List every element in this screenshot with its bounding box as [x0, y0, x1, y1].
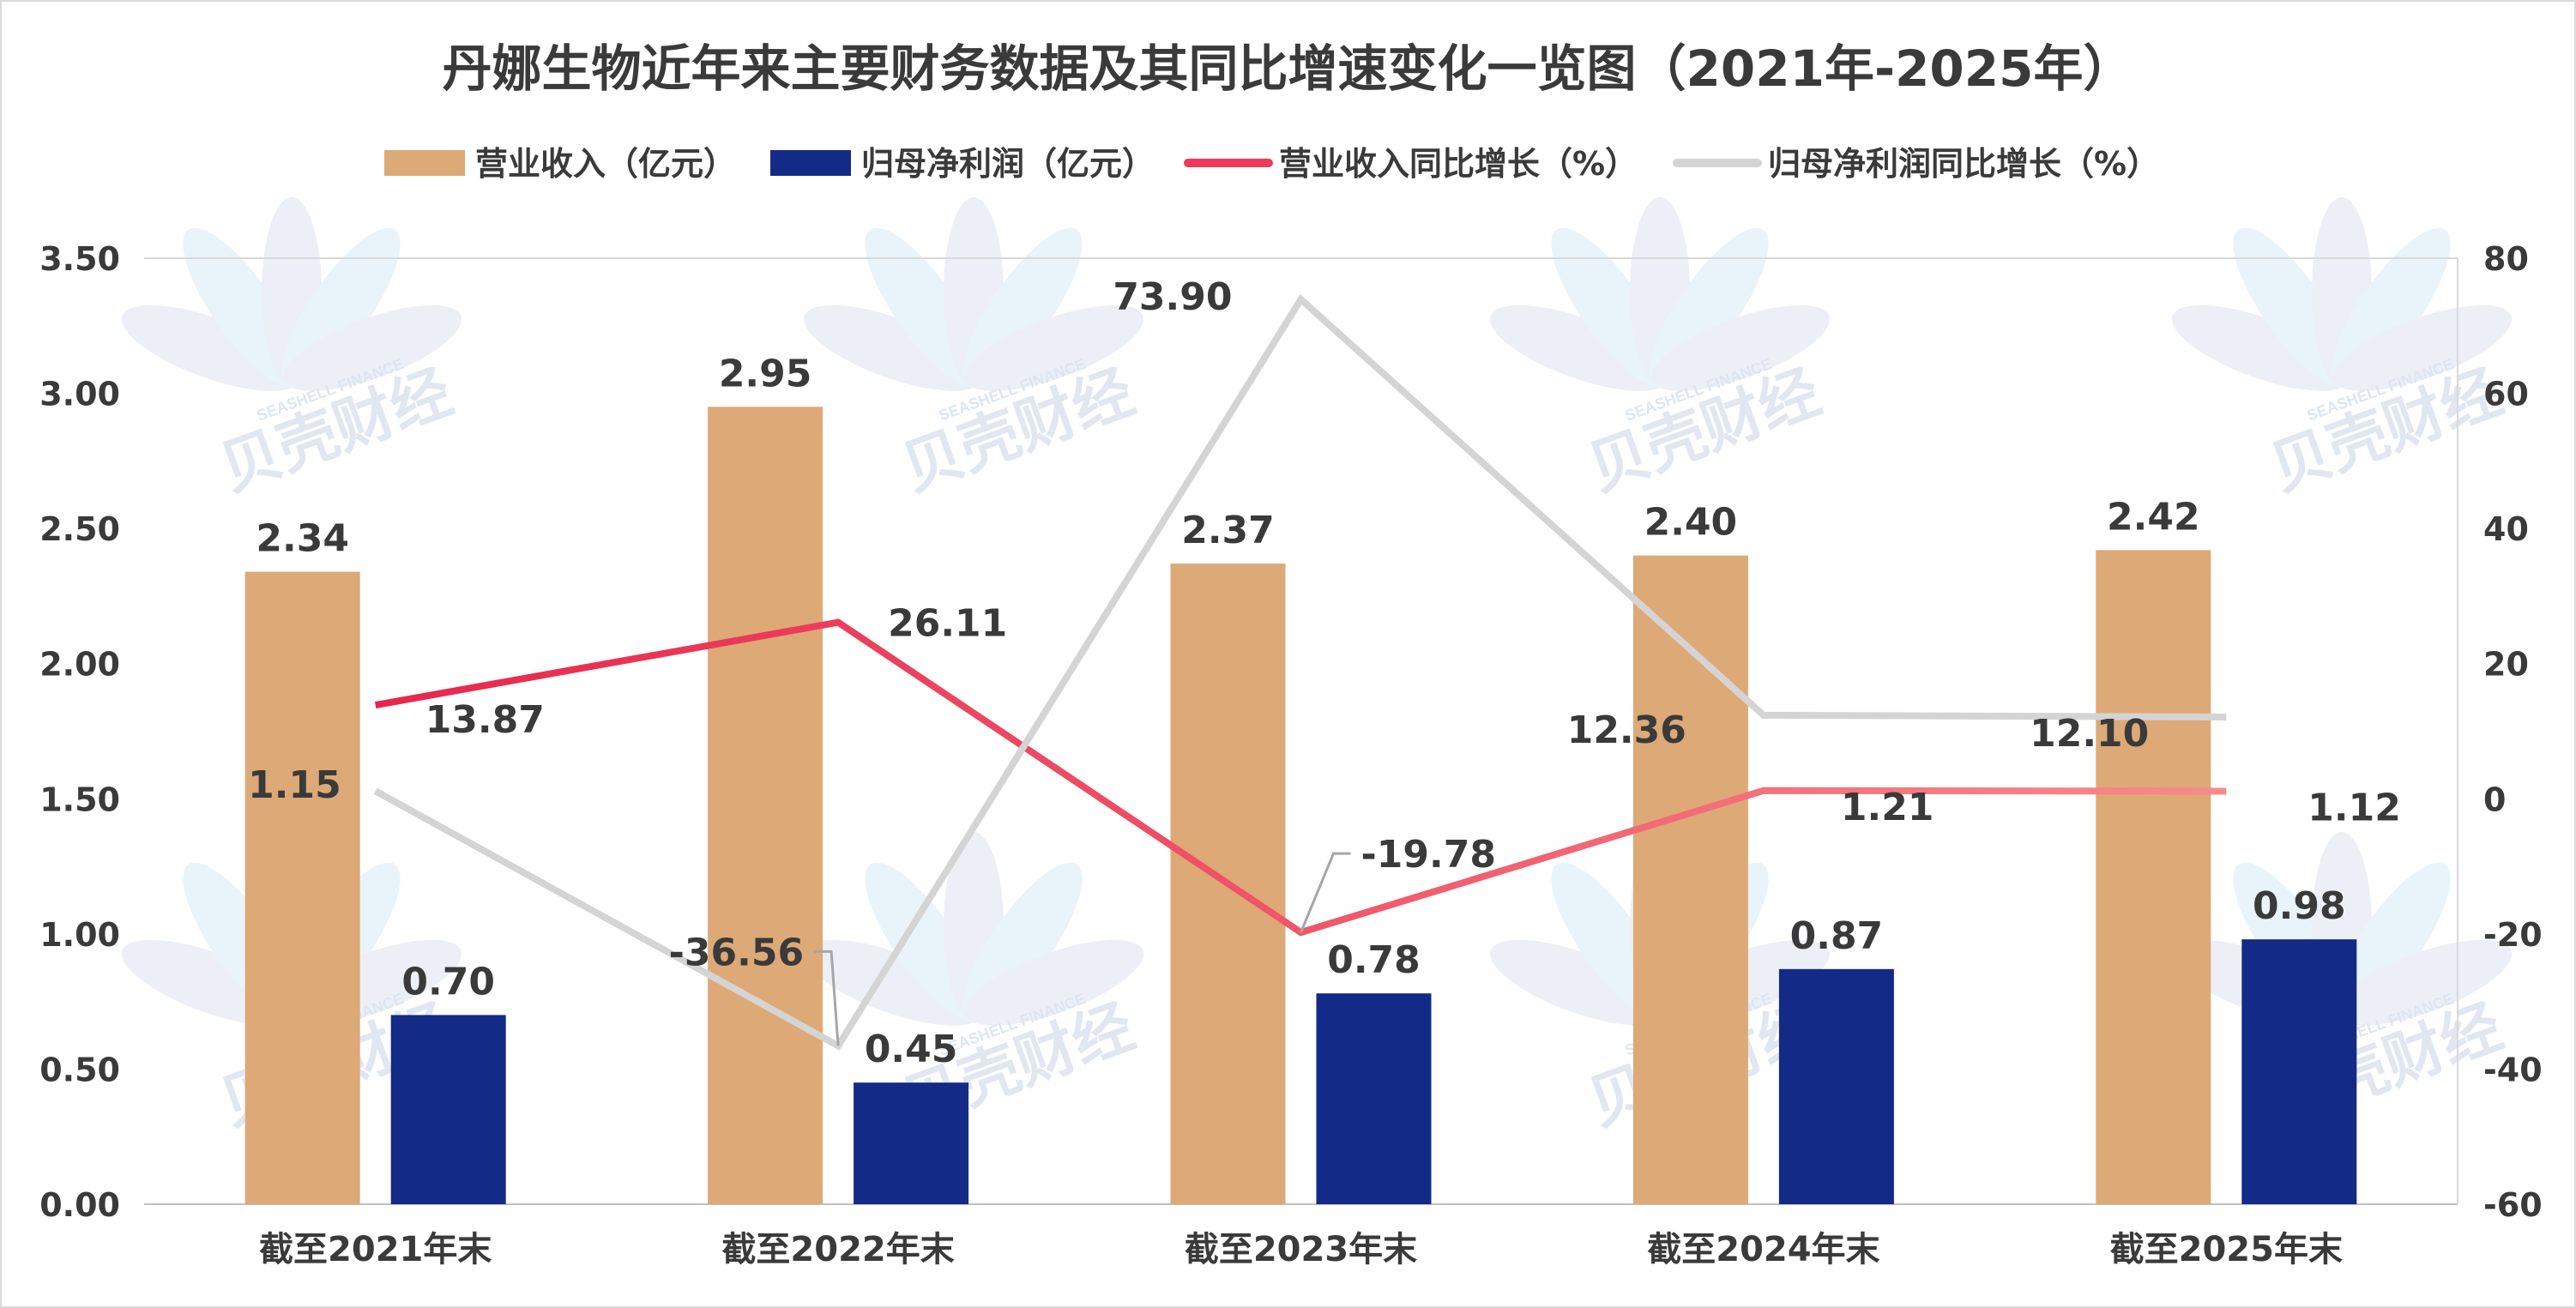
revenue-growth-label: -19.78: [1361, 833, 1496, 877]
legend-label: 营业收入（亿元）: [475, 145, 736, 183]
shell-logo-petal: [963, 862, 1083, 1022]
legend-label: 归母净利润同比增长（%）: [1768, 145, 2159, 183]
profit-bar: [2241, 939, 2357, 1204]
label-leader-line: [814, 949, 840, 1046]
legend: 营业收入（亿元） 归母净利润（亿元） 营业收入同比增长（%） 归母净利润同比增长（%）: [384, 145, 2159, 183]
revenue-growth-label: 1.12: [2308, 786, 2401, 829]
right-axis-tick-label: 20: [2483, 646, 2529, 684]
shell-logo-petal: [2171, 304, 2351, 391]
right-axis-tick-label: -20: [2483, 916, 2543, 954]
right-axis-tick-label: -40: [2483, 1051, 2543, 1088]
legend-label: 归母净利润（亿元）: [861, 145, 1155, 183]
profit-growth-label: 12.10: [2030, 712, 2149, 756]
profit-bar-label: 0.78: [1327, 938, 1421, 982]
profit-bar-label: 0.98: [2253, 884, 2346, 928]
left-axis-tick-label: 2.50: [39, 510, 120, 548]
right-axis-tick-label: -60: [2483, 1186, 2543, 1224]
revenue-growth-label: 26.11: [888, 602, 1007, 646]
legend-swatch: [770, 150, 851, 176]
shell-logo-petal: [944, 832, 1004, 1021]
revenue-bar-label: 2.34: [256, 517, 349, 561]
revenue-bar: [1632, 555, 1748, 1204]
right-axis-tick-label: 80: [2483, 240, 2529, 278]
left-axis-tick-label: 1.50: [39, 781, 120, 818]
shell-logo-petal: [1650, 304, 1831, 391]
x-axis-category-label: 截至2025年末: [2110, 1230, 2343, 1269]
shell-logo-petal: [2332, 939, 2513, 1026]
revenue-bar-label: 2.40: [1644, 501, 1738, 545]
shell-logo-petal: [865, 862, 984, 1022]
right-axis-tick-label: 60: [2483, 376, 2529, 413]
shell-logo-petal: [183, 227, 302, 387]
shell-logo-petal: [803, 304, 983, 391]
profit-growth-label: 1.15: [248, 763, 341, 807]
shell-logo-petal: [2332, 304, 2513, 391]
shell-logo-petal: [944, 197, 1004, 386]
shell-logo-petal: [262, 197, 322, 386]
right-axis-tick-label: 0: [2483, 781, 2506, 818]
shell-logo-petal: [281, 227, 401, 387]
left-axis-tick-label: 2.00: [39, 646, 120, 684]
profit-bar-label: 0.45: [865, 1028, 958, 1071]
profit-bar: [1778, 968, 1894, 1204]
legend-swatch: [384, 150, 465, 176]
revenue-bar: [244, 571, 360, 1204]
left-axis-tick-label: 3.50: [39, 240, 120, 278]
x-axis-category-label: 截至2022年末: [721, 1230, 954, 1269]
shell-logo-petal: [2332, 227, 2451, 387]
profit-bar: [1316, 993, 1432, 1204]
shell-logo-petal: [1650, 227, 1769, 387]
left-axis-tick-label: 0.50: [39, 1051, 120, 1088]
shell-logo-petal: [1489, 304, 1669, 391]
shell-logo-petal: [2312, 197, 2372, 386]
x-axis-category-label: 截至2021年末: [259, 1230, 492, 1269]
profit-bar: [854, 1082, 969, 1204]
revenue-bar: [2096, 550, 2211, 1204]
left-axis-tick-label: 3.00: [39, 376, 120, 413]
right-axis-tick-label: 40: [2483, 510, 2529, 548]
profit-growth-label: -36.56: [669, 931, 804, 974]
revenue-bar-label: 2.95: [719, 352, 812, 395]
shell-logo-petal: [1630, 197, 1690, 386]
shell-logo-petal: [282, 304, 462, 391]
shell-logo-petal: [1489, 939, 1669, 1026]
shell-logo-petal: [2332, 862, 2451, 1022]
profit-bar-label: 0.70: [401, 960, 495, 1004]
profit-growth-line: [373, 293, 2227, 1051]
x-axis-category-label: 截至2023年末: [1185, 1230, 1417, 1269]
shell-logo-petal: [121, 304, 301, 391]
revenue-bar-label: 2.42: [2107, 495, 2200, 539]
legend-label: 营业收入同比增长（%）: [1279, 145, 1638, 183]
shell-logo-petal: [964, 939, 1144, 1026]
profit-growth-label: 12.36: [1567, 708, 1686, 752]
shell-logo-petal: [803, 939, 983, 1026]
profit-growth-label: 73.90: [1113, 275, 1232, 319]
left-axis-tick-label: 0.00: [39, 1186, 120, 1224]
chart-title: 丹娜生物近年来主要财务数据及其同比增速变化一览图（2021年-2025年）: [443, 39, 2133, 98]
shell-logo-petal: [964, 304, 1144, 391]
label-leader-line: [1300, 852, 1351, 933]
revenue-growth-label: 13.87: [425, 698, 545, 742]
shell-logo-petal: [865, 227, 984, 387]
profit-bar-label: 0.87: [1790, 914, 1884, 958]
shell-logo-petal: [963, 227, 1083, 387]
revenue-bar: [708, 407, 823, 1204]
left-axis-tick-label: 1.00: [39, 916, 120, 954]
shell-logo-petal: [1551, 227, 1670, 387]
x-axis-category-label: 截至2024年末: [1647, 1230, 1879, 1269]
shell-logo-petal: [2233, 227, 2352, 387]
revenue-growth-label: 1.21: [1841, 786, 1934, 829]
profit-bar: [390, 1015, 506, 1204]
revenue-bar-label: 2.37: [1181, 509, 1275, 552]
